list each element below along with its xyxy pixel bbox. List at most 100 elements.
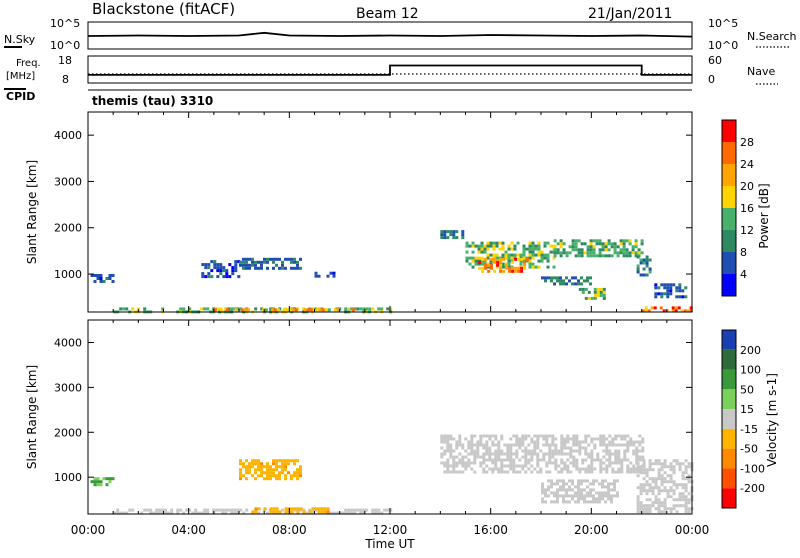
heatmap-cell bbox=[539, 434, 543, 438]
heatmap-cell bbox=[486, 256, 490, 260]
heatmap-cell bbox=[642, 489, 646, 493]
heatmap-cell bbox=[315, 308, 319, 312]
heatmap-cell bbox=[470, 437, 474, 441]
heatmap-cell bbox=[446, 458, 450, 462]
heatmap-cell bbox=[566, 467, 570, 471]
heatmap-cell bbox=[239, 307, 243, 311]
heatmap-cell bbox=[684, 504, 688, 508]
heatmap-cell bbox=[575, 443, 579, 447]
heatmap-cell bbox=[617, 449, 621, 453]
heatmap-cell bbox=[489, 253, 493, 257]
heatmap-cell bbox=[632, 467, 636, 471]
heatmap-cell bbox=[528, 241, 532, 245]
heatmap-cell bbox=[635, 440, 639, 444]
heatmap-cell bbox=[503, 452, 507, 456]
heatmap-cell bbox=[461, 470, 465, 474]
heatmap-cell bbox=[592, 500, 595, 504]
heatmap-cell bbox=[386, 307, 390, 311]
heatmap-cell bbox=[452, 437, 456, 441]
heatmap-cell bbox=[568, 479, 571, 483]
heatmap-cell bbox=[634, 251, 638, 255]
heatmap-cell bbox=[486, 241, 490, 245]
heatmap-cell bbox=[541, 491, 544, 495]
heatmap-cell bbox=[566, 440, 570, 444]
heatmap-cell bbox=[473, 452, 477, 456]
heatmap-cell bbox=[545, 452, 549, 456]
heatmap-cell bbox=[234, 308, 238, 312]
heatmap-cell bbox=[593, 467, 597, 471]
heatmap-cell bbox=[350, 511, 354, 515]
heatmap-cell bbox=[626, 458, 630, 462]
heatmap-cell bbox=[660, 504, 664, 508]
heatmap-cell bbox=[681, 477, 685, 481]
heatmap-cell bbox=[539, 458, 543, 462]
heatmap-cell bbox=[200, 307, 204, 311]
heatmap-cell bbox=[684, 295, 688, 299]
heatmap-cell bbox=[503, 443, 507, 447]
heatmap-cell bbox=[500, 467, 504, 471]
heatmap-cell bbox=[269, 471, 272, 475]
heatmap-cell bbox=[584, 440, 588, 444]
heatmap-cell bbox=[496, 260, 500, 264]
heatmap-cell bbox=[604, 248, 608, 252]
heatmap-cell bbox=[314, 274, 318, 278]
heatmap-cell bbox=[613, 248, 617, 252]
heatmap-cell bbox=[569, 446, 573, 450]
heatmap-cell bbox=[524, 452, 528, 456]
colorbar-swatch bbox=[722, 120, 736, 142]
heatmap-cell bbox=[577, 282, 580, 286]
heatmap-cell bbox=[586, 245, 590, 249]
heatmap-cell bbox=[486, 244, 490, 248]
heatmap-cell bbox=[592, 239, 596, 243]
heatmap-cell bbox=[657, 462, 661, 466]
heatmap-cell bbox=[362, 511, 366, 515]
heatmap-cell bbox=[595, 500, 598, 504]
heatmap-cell bbox=[260, 462, 263, 466]
heatmap-cell bbox=[251, 462, 254, 466]
heatmap-cell bbox=[494, 458, 498, 462]
heatmap-cell bbox=[218, 307, 222, 311]
heatmap-cell bbox=[498, 247, 502, 251]
heatmap-cell bbox=[254, 471, 257, 475]
heatmap-cell bbox=[254, 468, 257, 472]
heatmap-cell bbox=[519, 259, 523, 263]
heatmap-cell bbox=[592, 482, 595, 486]
heatmap-cell bbox=[672, 489, 676, 493]
heatmap-cell bbox=[486, 253, 490, 257]
heatmap-cell bbox=[527, 467, 531, 471]
colorbar-tick-label: 100 bbox=[740, 364, 761, 377]
heatmap-cell bbox=[589, 248, 593, 252]
heatmap-cell bbox=[537, 247, 541, 251]
heatmap-cell bbox=[234, 269, 238, 273]
heatmap-cell bbox=[272, 471, 275, 475]
heatmap-cell bbox=[598, 497, 601, 501]
heatmap-cell bbox=[225, 269, 229, 273]
heatmap-cell bbox=[598, 242, 602, 246]
heatmap-cell bbox=[230, 511, 234, 515]
heatmap-cell bbox=[568, 245, 572, 249]
heatmap-cell bbox=[566, 437, 570, 441]
heatmap-cell bbox=[580, 254, 584, 258]
heatmap-cell bbox=[509, 458, 513, 462]
heatmap-cell bbox=[480, 259, 484, 263]
heatmap-cell bbox=[206, 511, 210, 515]
heatmap-cell bbox=[687, 510, 691, 514]
heatmap-cell bbox=[553, 482, 556, 486]
heatmap-cell bbox=[622, 239, 626, 243]
heatmap-cell bbox=[302, 510, 306, 514]
heatmap-cell bbox=[550, 491, 553, 495]
heatmap-cell bbox=[359, 307, 363, 311]
heatmap-cell bbox=[515, 464, 519, 468]
heatmap-cell bbox=[608, 464, 612, 468]
heatmap-cell bbox=[616, 254, 620, 258]
heatmap-cell bbox=[474, 262, 478, 266]
heatmap-cell bbox=[574, 239, 578, 243]
heatmap-cell bbox=[221, 511, 225, 515]
heatmap-cell bbox=[225, 308, 229, 312]
heatmap-cell bbox=[539, 467, 543, 471]
heatmap-cell bbox=[122, 511, 126, 515]
heatmap-cell bbox=[164, 511, 168, 515]
heatmap-cell bbox=[520, 257, 524, 261]
heatmap-cell bbox=[293, 260, 296, 264]
